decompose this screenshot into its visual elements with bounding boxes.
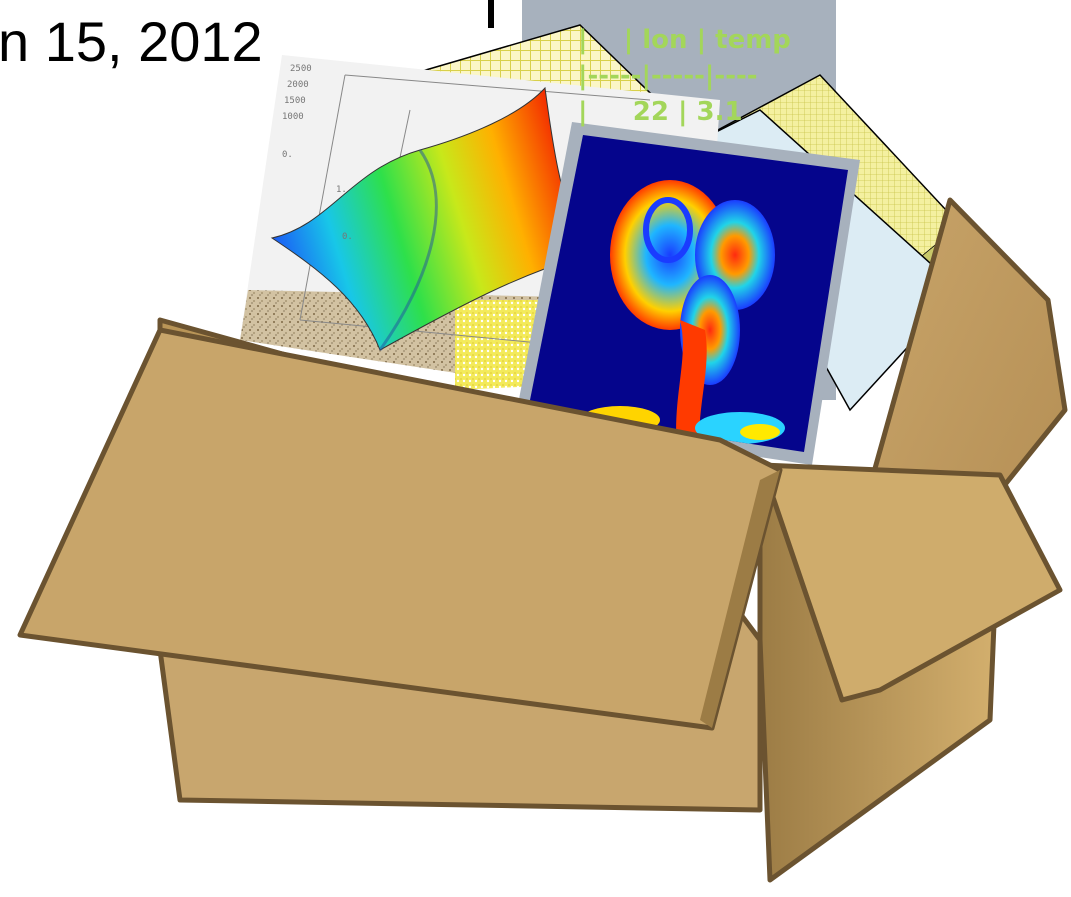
plot-axis-label: 0.: [282, 150, 293, 160]
heading-glyph-fragment: [488, 0, 494, 28]
plot-axis-label: 1500: [284, 96, 306, 106]
plot-axis-label: 2000: [287, 80, 309, 90]
date-heading: n 15, 2012: [0, 10, 263, 73]
simulation-photo: [515, 122, 860, 465]
table-line-2: |-----|-----|----: [578, 61, 758, 91]
table-line-1: | | lon | temp: [578, 25, 791, 55]
table-line-3: | 22 | 3.1: [578, 97, 743, 127]
plot-axis-label: 1.: [336, 185, 347, 195]
plot-axis-label: 1000: [282, 112, 304, 122]
table-text: | | lon | temp |-----|-----|---- | 22 | …: [578, 22, 838, 130]
plot-axis-label: 2500: [290, 64, 312, 74]
plot-axis-label: 0.: [342, 232, 353, 242]
cardboard-box: [17, 197, 1068, 883]
